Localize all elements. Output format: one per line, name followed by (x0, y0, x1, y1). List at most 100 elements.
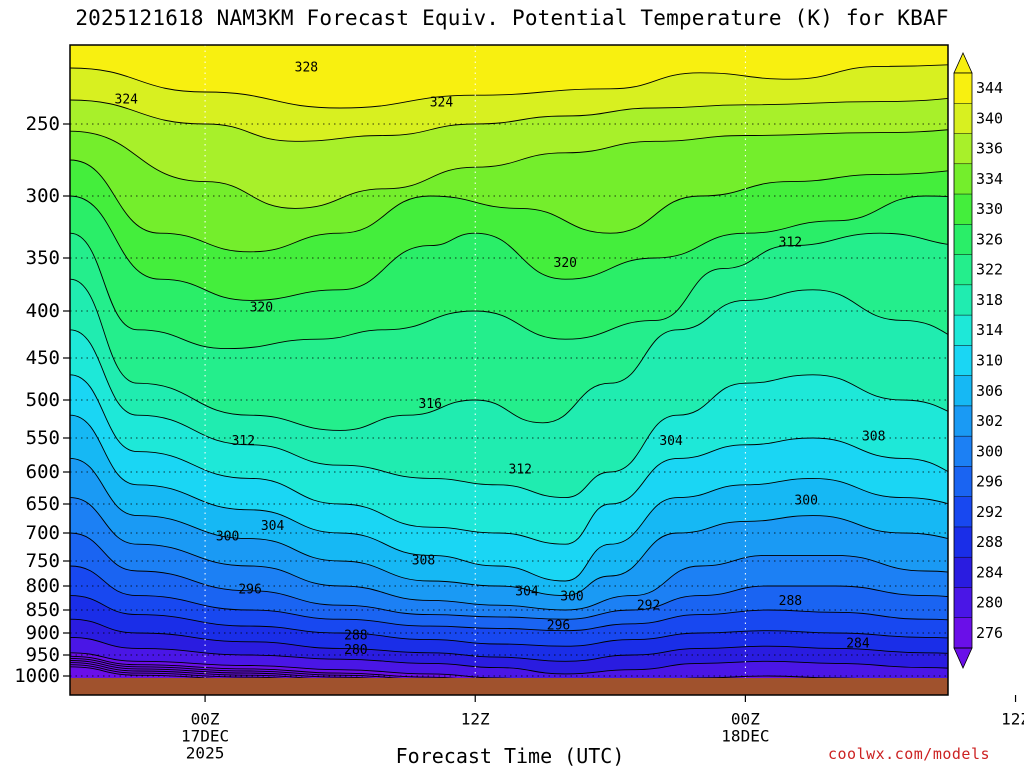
contour-line (70, 618, 948, 662)
colorbar-swatch (954, 163, 972, 195)
colorbar-label: 326 (976, 230, 1003, 248)
colorbar-swatch (954, 526, 972, 558)
y-tick-label: 650 (26, 493, 60, 515)
colorbar-label: 284 (976, 563, 1003, 581)
contour-line (70, 457, 948, 597)
contour-label: 320 (250, 300, 273, 315)
contour-line (70, 497, 948, 611)
contour-label: 300 (560, 590, 583, 605)
y-tick-label: 1000 (14, 665, 60, 687)
y-tick-label: 700 (26, 522, 60, 544)
colorbar-swatch (954, 405, 972, 437)
colorbar-label: 330 (976, 200, 1003, 218)
contour-fill-bands (70, 45, 948, 678)
contour-line (70, 532, 948, 620)
y-tick-label: 250 (26, 113, 60, 135)
colorbar-label: 292 (976, 503, 1003, 521)
x-axis-label: Forecast Time (UTC) (395, 744, 625, 768)
colorbar-label: 314 (976, 321, 1003, 339)
x-tick-label: 18DEC (721, 727, 769, 746)
site-credit[interactable]: coolwx.com/models (828, 745, 991, 763)
x-tick-label: 2025 (186, 744, 225, 763)
contour-label: 280 (344, 643, 367, 658)
contour-label: 296 (547, 619, 570, 634)
contour-label: 312 (779, 236, 802, 251)
contour-line (70, 662, 312, 678)
contour-label: 304 (515, 584, 539, 599)
contour-line (70, 159, 948, 253)
contour-line (70, 660, 377, 678)
contour-label: 304 (659, 434, 683, 449)
colorbar-label: 276 (976, 624, 1003, 642)
colorbar-swatch (954, 345, 972, 376)
contour-line (70, 97, 948, 142)
colorbar-swatch (954, 436, 972, 467)
colorbar-bottom-arrow (953, 647, 973, 669)
colorbar-label: 306 (976, 382, 1003, 400)
contour-label: 292 (637, 599, 660, 614)
colorbar-label: 300 (976, 442, 1003, 460)
contour-line (70, 595, 948, 647)
contour-label: 324 (981, 57, 1005, 72)
colorbar-swatch (954, 284, 972, 316)
contour-label: 316 (418, 397, 441, 412)
contour-line (70, 657, 402, 678)
contour-label: 324 (115, 93, 139, 108)
contour-label: 296 (238, 582, 261, 597)
x-tick-label: 12Z (1001, 710, 1024, 729)
contour-line (70, 195, 948, 301)
grid-lines (70, 45, 948, 678)
colorbar-swatch (954, 496, 972, 527)
y-tick-label: 800 (26, 575, 60, 597)
colorbar-label: 296 (976, 473, 1003, 491)
y-tick-label: 350 (26, 247, 60, 269)
colorbar-swatch (954, 254, 972, 285)
contour-line (70, 64, 948, 109)
colorbar-swatch (954, 375, 972, 406)
colorbar-label: 310 (976, 352, 1003, 370)
y-tick-label: 400 (26, 300, 60, 322)
x-tick-label: 00Z (191, 710, 220, 729)
y-tick-label: 500 (26, 389, 60, 411)
colorbar-label: 340 (976, 109, 1003, 127)
contour-label: 300 (794, 493, 817, 508)
y-tick-label: 300 (26, 185, 60, 207)
colorbar-label: 280 (976, 594, 1003, 612)
y-tick-label: 850 (26, 599, 60, 621)
colorbar-swatch (954, 224, 972, 255)
colorbar-swatch (954, 133, 972, 164)
ground-surface (70, 678, 948, 695)
colorbar: 276 280 284 288 292 296 300 302 306 310 314 318 322 3… (953, 52, 1003, 669)
contour-label: 308 (412, 554, 435, 569)
plot-frame (69, 44, 949, 696)
contour-labels: 3283243243243283203203123203163123163123… (115, 57, 1005, 659)
colorbar-label: 322 (976, 261, 1003, 279)
y-tick-label: 900 (26, 622, 60, 644)
contour-lines (70, 64, 948, 678)
colorbar-swatch (954, 466, 972, 497)
colorbar-label: 318 (976, 291, 1003, 309)
contour-line (70, 232, 948, 350)
colorbar-swatch (954, 194, 972, 225)
contour-line (70, 655, 458, 678)
contour-line (70, 129, 948, 209)
colorbar-swatch (954, 103, 972, 134)
contour-label: 312 (232, 434, 255, 449)
x-tick-label: 12Z (461, 710, 490, 729)
y-tick-label: 950 (26, 644, 60, 666)
contour-line (70, 636, 948, 675)
contour-label: 300 (216, 529, 239, 544)
contour-line (70, 414, 948, 582)
contour-band (70, 652, 836, 678)
contour-line (70, 565, 948, 632)
contour-label: 312 (509, 462, 532, 477)
colorbar-swatch (954, 617, 972, 648)
y-axis: 2503003504004505005506006507007508008509… (14, 113, 70, 687)
colorbar-top-arrow (953, 52, 973, 74)
colorbar-label: 302 (976, 412, 1003, 430)
colorbar-label: 334 (976, 170, 1003, 188)
x-tick-label: 17DEC (181, 727, 229, 746)
contour-line (70, 374, 948, 545)
contour-label: 284 (846, 637, 870, 652)
